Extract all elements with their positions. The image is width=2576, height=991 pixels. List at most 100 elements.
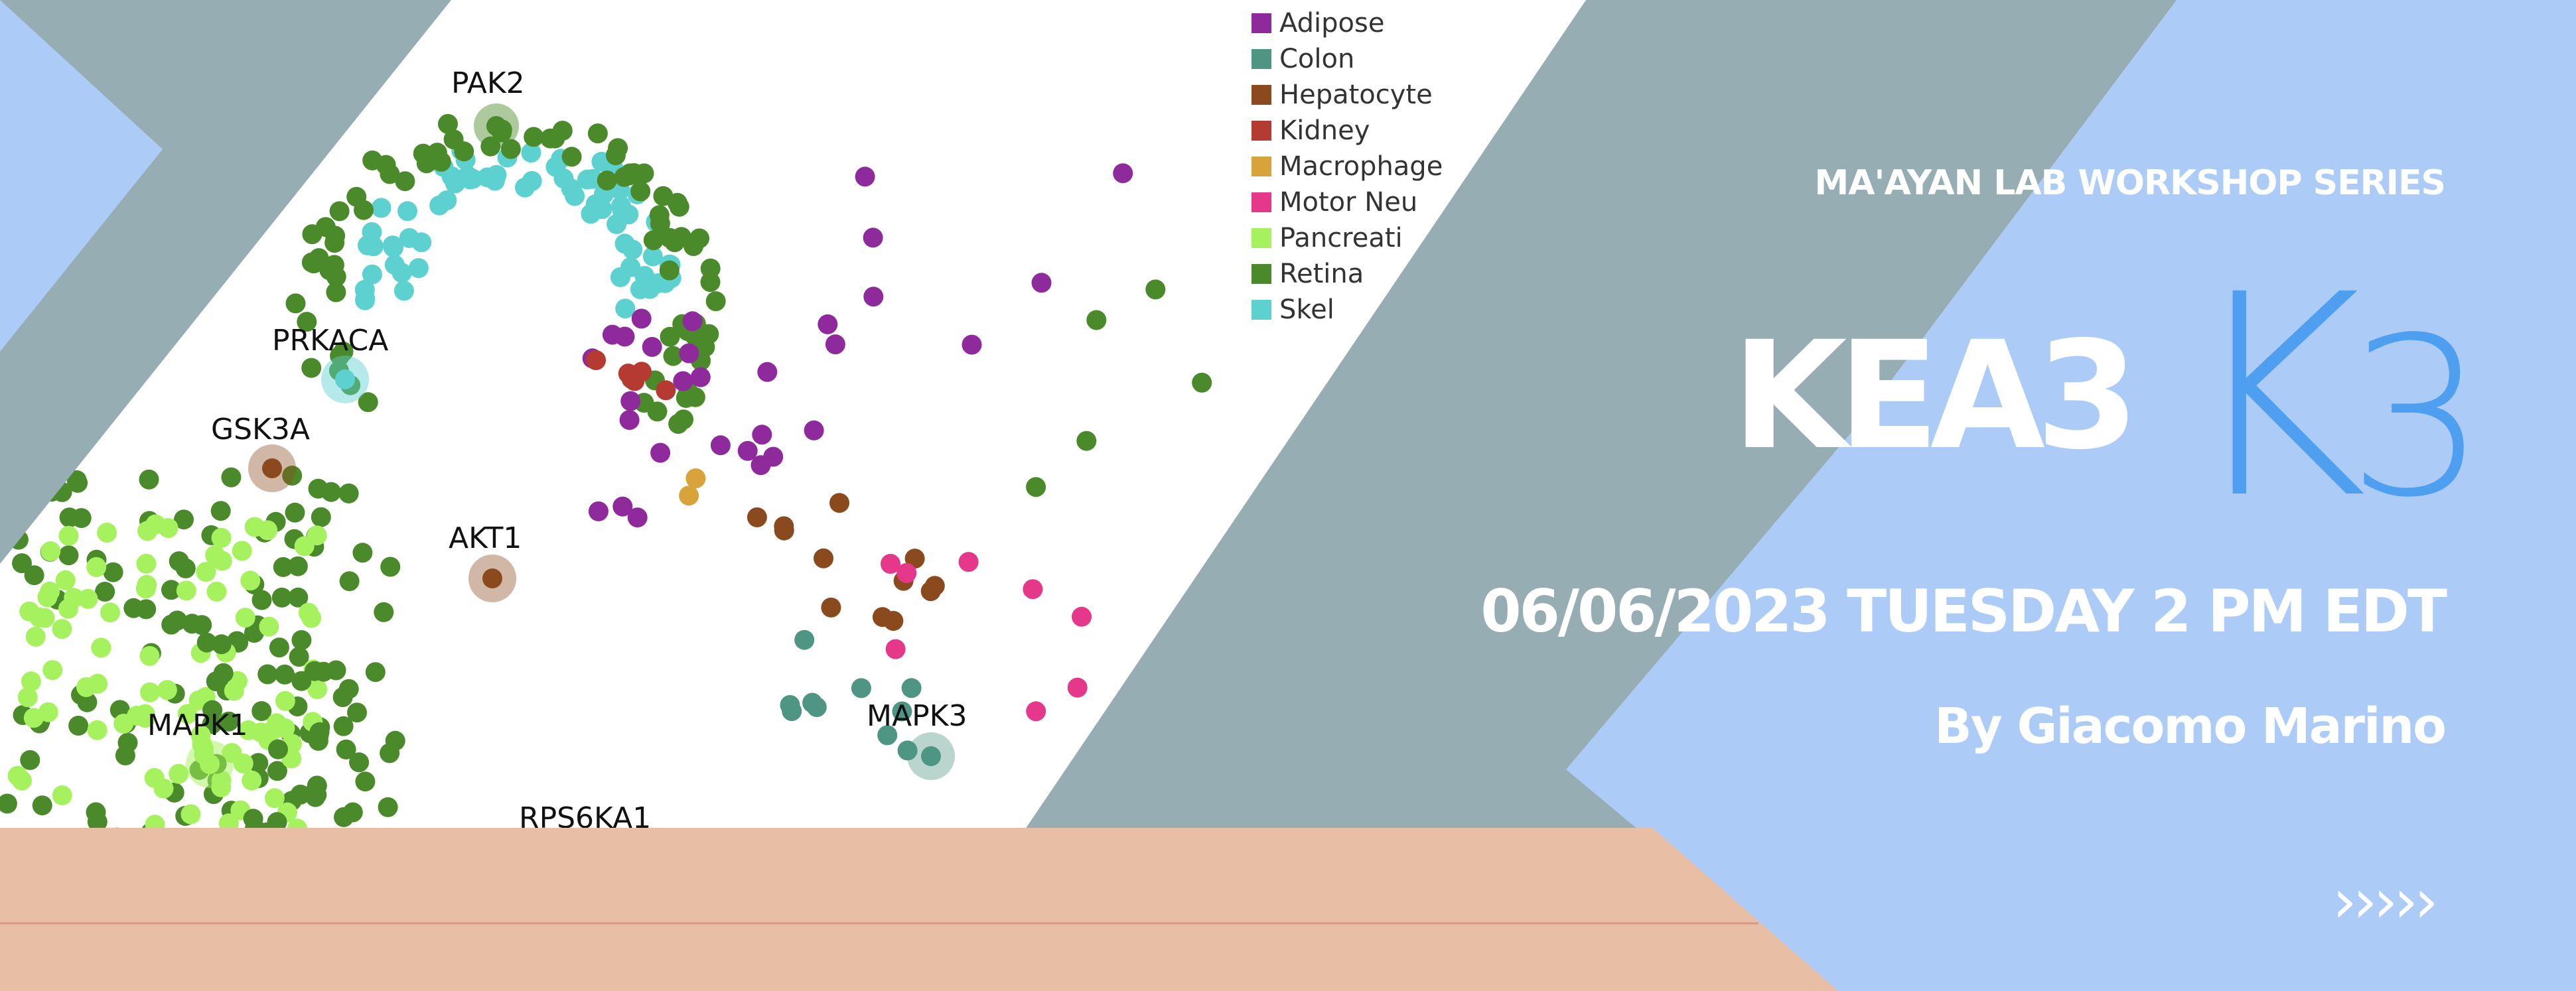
network-node <box>1067 677 1088 698</box>
logo-number: 3 <box>2347 291 2486 545</box>
network-node <box>271 587 292 608</box>
network-node <box>139 645 160 666</box>
network-node <box>210 501 231 521</box>
network-node <box>251 590 272 610</box>
network-node <box>825 334 845 355</box>
network-node <box>679 486 699 506</box>
network-node <box>885 639 906 659</box>
network-node <box>206 581 227 602</box>
network-node <box>326 282 346 302</box>
network-node <box>196 632 217 653</box>
network-node <box>679 343 699 363</box>
network-node <box>135 578 156 599</box>
chevron-right-icon[interactable]: ››››› <box>2332 866 2439 937</box>
network-node <box>896 562 917 583</box>
network-node <box>339 571 360 592</box>
network-node <box>349 752 370 773</box>
network-node <box>289 647 309 667</box>
network-node <box>378 797 398 817</box>
network-node <box>275 664 295 685</box>
legend-swatch <box>1252 264 1271 284</box>
network-node <box>892 701 912 722</box>
legend-label: Colon <box>1279 44 1354 74</box>
network-node <box>649 205 670 226</box>
kinase-highlights <box>186 103 955 788</box>
legend-label: Motor Neu <box>1279 187 1417 218</box>
network-node <box>25 626 46 647</box>
network-node <box>673 371 693 391</box>
network-node <box>883 611 904 631</box>
network-node <box>251 701 272 721</box>
network-node <box>91 637 111 658</box>
network-node <box>329 201 350 222</box>
network-node <box>87 811 107 832</box>
kinase-label-akt1: AKT1 <box>449 521 522 555</box>
network-node <box>301 358 322 378</box>
network-node <box>95 582 115 602</box>
network-node <box>264 788 285 809</box>
network-node <box>275 718 295 738</box>
network-node <box>901 678 922 698</box>
network-node <box>829 493 849 513</box>
network-node <box>585 194 606 214</box>
network-node <box>384 237 403 258</box>
legend-label: Skel <box>1279 295 1334 325</box>
kinase-label-mapk3: MAPK3 <box>867 699 967 733</box>
network-node <box>683 236 703 256</box>
network-node <box>52 785 72 805</box>
network-node <box>32 795 52 816</box>
network-node <box>313 661 334 682</box>
network-node <box>269 637 289 658</box>
network-node <box>144 767 165 788</box>
network-node <box>273 557 293 577</box>
network-node <box>355 771 376 792</box>
network-node <box>695 337 715 358</box>
network-node <box>431 151 451 172</box>
network-node <box>354 279 375 300</box>
network-node <box>962 334 982 355</box>
network-node <box>211 634 232 655</box>
network-node <box>904 549 925 569</box>
network-node <box>897 740 918 761</box>
network-node <box>221 467 242 488</box>
legend-label: Hepatocyte <box>1279 80 1433 110</box>
network-node <box>287 556 308 576</box>
network-node <box>257 520 278 541</box>
network-node <box>19 601 40 622</box>
slate-diagonal-band <box>916 0 2190 991</box>
legend-swatch <box>1252 13 1271 33</box>
network-node <box>774 520 794 541</box>
network-node <box>380 164 400 184</box>
network-node <box>1026 477 1046 497</box>
legend-swatch <box>1252 192 1271 212</box>
network-node <box>620 257 641 277</box>
network-node <box>630 181 651 202</box>
network-node <box>58 525 79 546</box>
network-node <box>308 478 328 499</box>
network-node <box>631 308 652 329</box>
network-node <box>794 629 815 650</box>
network-node <box>309 722 330 742</box>
network-node <box>291 671 312 691</box>
network-node <box>524 127 544 147</box>
network-node <box>248 753 269 773</box>
network-node <box>863 228 883 248</box>
network-node <box>136 599 157 620</box>
network-node <box>139 469 159 490</box>
network-node <box>384 255 405 275</box>
network-node <box>690 367 711 387</box>
network-node <box>358 392 378 413</box>
network-node <box>71 508 92 528</box>
network-node <box>602 324 622 345</box>
network-node <box>656 380 676 401</box>
network-node <box>113 714 134 734</box>
author-line: By Giacomo Marino <box>1934 698 2447 755</box>
network-node <box>145 514 166 535</box>
network-node <box>669 196 689 217</box>
network-node <box>365 662 386 683</box>
network-node <box>174 509 194 530</box>
network-node <box>103 562 123 582</box>
network-node <box>267 812 287 832</box>
network-node <box>780 694 800 715</box>
network-node <box>1031 273 1052 293</box>
